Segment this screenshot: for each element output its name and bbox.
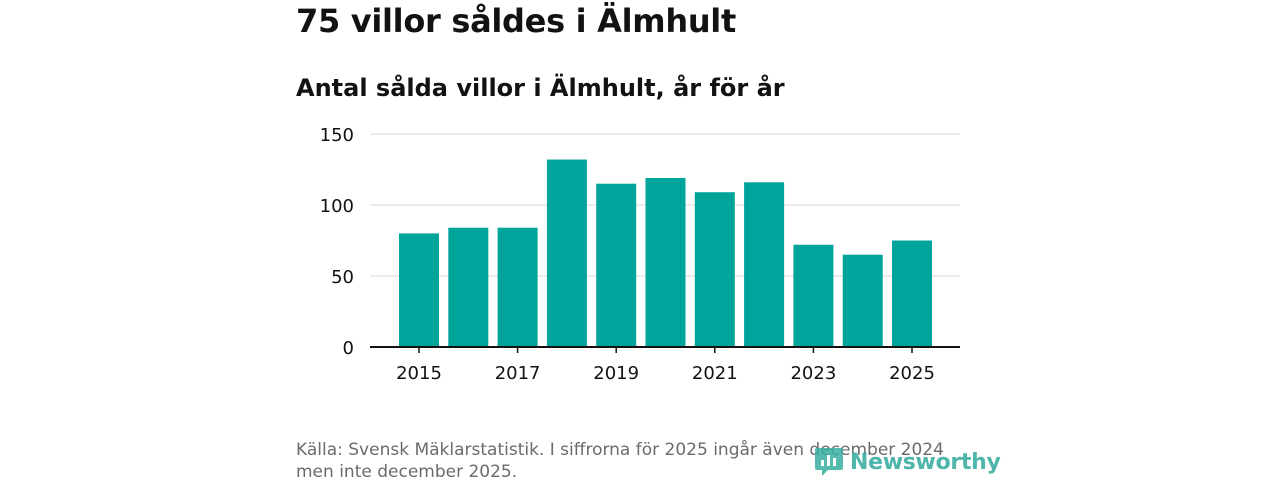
x-tick-label: 2017 — [495, 363, 541, 384]
x-tick-label: 2019 — [593, 363, 639, 384]
bar-2016 — [448, 227, 489, 347]
y-tick-label: 0 — [343, 338, 354, 359]
x-tick-label: 2021 — [692, 363, 738, 384]
newsworthy-logo: Newsworthy — [814, 446, 1001, 478]
bar-2017 — [497, 227, 538, 347]
y-tick-label: 50 — [331, 267, 354, 288]
chart-subtitle: Antal sålda villor i Älmhult, år för år — [296, 74, 785, 102]
bar-2020 — [645, 178, 686, 347]
x-tick-label: 2023 — [790, 363, 836, 384]
bar-2022 — [744, 182, 785, 347]
y-tick-label: 100 — [320, 196, 354, 217]
x-tick-label: 2015 — [396, 363, 442, 384]
bar-2015 — [399, 233, 439, 347]
y-tick-label: 150 — [320, 125, 354, 146]
bar-2023 — [793, 244, 834, 347]
bar-chart-logo-icon — [815, 448, 843, 476]
bar-2025 — [892, 240, 932, 347]
bar-2018 — [546, 159, 587, 347]
x-tick-label: 2025 — [889, 363, 935, 384]
bar-2021 — [694, 192, 735, 347]
logo-text: Newsworthy — [850, 449, 1001, 475]
source-line-2: men inte december 2025. — [296, 462, 518, 482]
axes: 0 50 100 150 2015 2017 2019 2021 2023 2025 — [320, 125, 960, 384]
source-line-1: Källa: Svensk Mäklarstatistik. I siffror… — [296, 440, 944, 460]
bar-2019 — [596, 183, 637, 347]
chart-title: 75 villor såldes i Älmhult — [296, 2, 736, 40]
bars — [399, 159, 932, 347]
source-note: Källa: Svensk Mäklarstatistik. I siffror… — [296, 439, 944, 483]
bar-2024 — [842, 254, 883, 347]
